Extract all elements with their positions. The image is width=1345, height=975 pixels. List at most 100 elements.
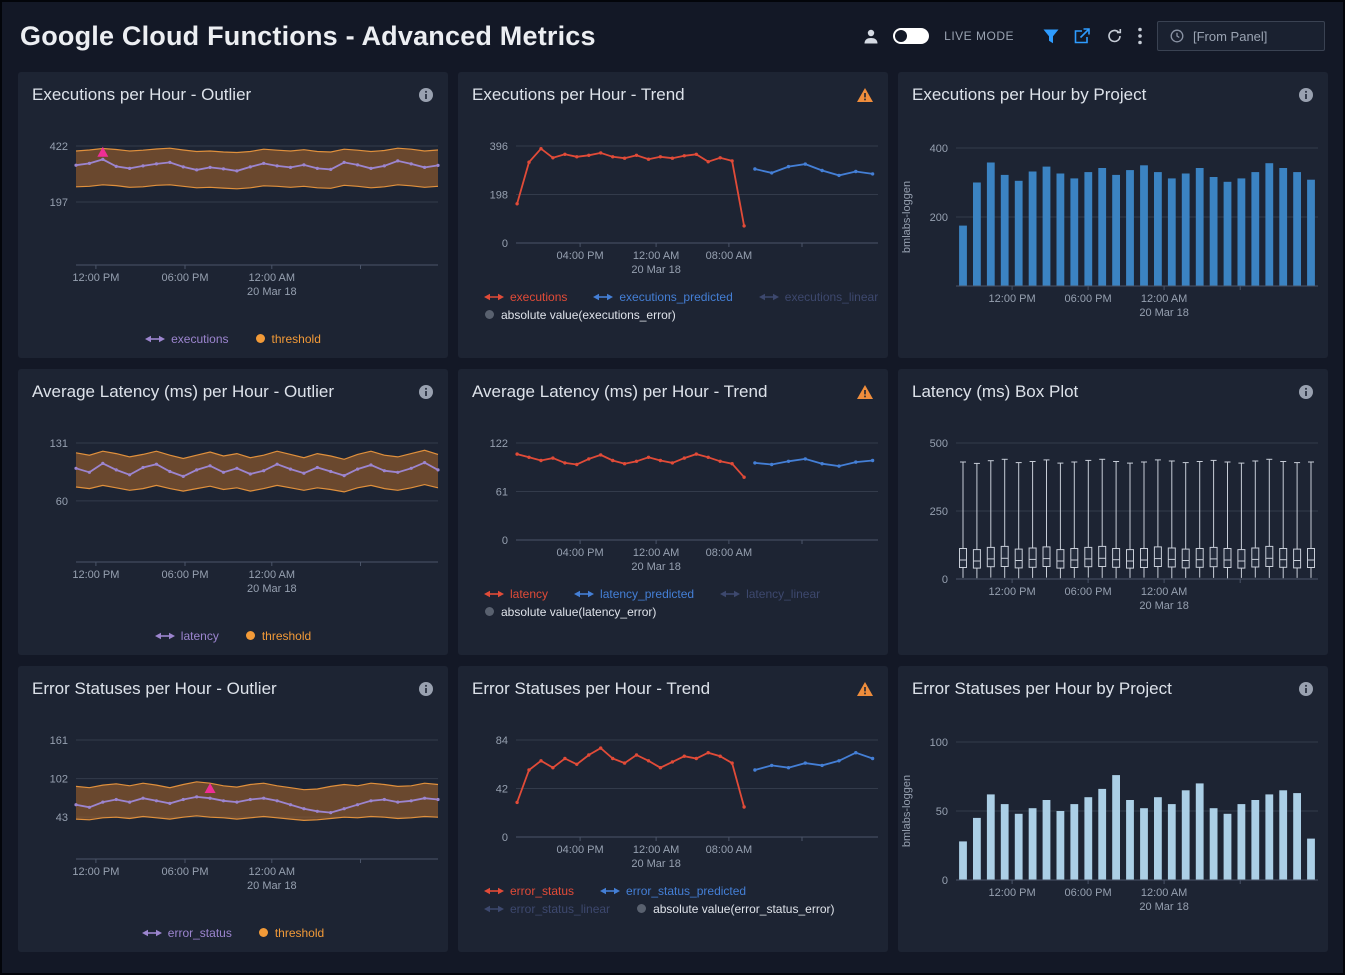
legend-item[interactable]: error_status <box>141 926 232 941</box>
warning-icon[interactable] <box>856 681 874 702</box>
info-icon[interactable] <box>418 681 434 702</box>
legend-item[interactable]: threshold <box>258 926 324 941</box>
svg-text:500: 500 <box>930 438 948 450</box>
legend-item[interactable]: absolute value(latency_error) <box>484 605 656 620</box>
legend-label: threshold <box>261 629 312 643</box>
svg-text:12:00 PM: 12:00 PM <box>989 887 1036 899</box>
legend-item[interactable]: executions_predicted <box>593 290 733 305</box>
legend-item[interactable]: error_status <box>484 884 574 899</box>
svg-text:396: 396 <box>490 141 508 153</box>
legend-item[interactable]: latency <box>484 587 548 602</box>
live-mode-label: LIVE MODE <box>944 29 1014 43</box>
chart-canvas-error-statuses-by-project: 100 50 0 12:00 PM 06:00 PM 12:00 AM 20 Mar 18 b… <box>901 737 1318 913</box>
legend-item[interactable]: error_status_predicted <box>600 884 746 899</box>
legend-label: latency_predicted <box>600 587 695 601</box>
legend-dot-icon <box>245 630 256 644</box>
svg-text:12:00 PM: 12:00 PM <box>72 866 119 878</box>
svg-text:12:00 PM: 12:00 PM <box>989 293 1036 305</box>
user-icon[interactable] <box>864 29 878 44</box>
legend-dot-icon <box>258 927 269 941</box>
legend-item[interactable]: absolute value(error_status_error) <box>636 902 834 917</box>
chart-legend: latency threshold <box>18 629 448 644</box>
panel-title: Error Statuses per Hour by Project <box>912 679 1172 698</box>
chart-canvas-latency-box-plot: 500 250 0 12:00 PM 06:00 PM 12:00 AM 20 Mar 18 <box>930 438 1318 612</box>
toggle-knob <box>895 30 908 42</box>
svg-text:04:00 PM: 04:00 PM <box>557 844 604 856</box>
panel-latency-box-plot: Latency (ms) Box Plot 500 250 0 12:00 PM 06:… <box>898 369 1328 655</box>
live-mode-toggle[interactable] <box>893 28 930 44</box>
chart-canvas-error-statuses-outlier: 161 102 43 12:00 PM 06:00 PM 12:00 AM 20 Mar 1… <box>50 735 440 892</box>
svg-text:400: 400 <box>930 143 948 155</box>
chart-canvas-error-statuses-trend: 84 42 0 04:00 PM 12:00 AM 20 Mar 18 08:00 AM <box>496 735 878 870</box>
legend-label: threshold <box>274 926 325 940</box>
legend-item[interactable]: latency_predicted <box>574 587 694 602</box>
svg-text:0: 0 <box>942 574 948 586</box>
svg-text:102: 102 <box>50 774 68 786</box>
chart-canvas-latency-trend: 122 61 0 04:00 PM 12:00 AM 20 Mar 18 08:00 AM <box>490 438 878 573</box>
panel-title: Average Latency (ms) per Hour - Outlier <box>32 382 335 401</box>
svg-text:42: 42 <box>496 784 508 796</box>
legend-item[interactable]: error_status_linear <box>484 902 610 917</box>
svg-text:12:00 AM: 12:00 AM <box>249 569 295 581</box>
legend-item[interactable]: threshold <box>255 332 321 347</box>
legend-line-icon <box>574 588 595 602</box>
more-menu-icon[interactable] <box>1138 27 1142 45</box>
chart-legend: executions threshold <box>18 332 448 347</box>
legend-line-icon <box>484 885 504 899</box>
legend-line-icon <box>141 927 162 941</box>
legend-label: executions <box>171 332 229 346</box>
time-range-selector[interactable]: [From Panel] <box>1157 21 1325 51</box>
svg-text:06:00 PM: 06:00 PM <box>161 866 208 878</box>
dashboard-title: Google Cloud Functions - Advanced Metric… <box>20 20 596 51</box>
export-icon[interactable] <box>1074 28 1091 44</box>
legend-line-icon <box>484 903 504 917</box>
svg-text:0: 0 <box>502 535 508 547</box>
svg-text:20 Mar 18: 20 Mar 18 <box>1139 307 1189 319</box>
legend-label: error_status <box>510 884 575 898</box>
panel-executions-by-project: Executions per Hour by Project 400 200 12:… <box>898 72 1328 358</box>
svg-text:08:00 AM: 08:00 AM <box>706 250 752 262</box>
dashboard-header: Google Cloud Functions - Advanced Metric… <box>2 2 1343 70</box>
svg-text:131: 131 <box>50 438 68 450</box>
dashboard-grid: Executions per Hour - Outlier 422 197 12:0… <box>2 70 1343 968</box>
info-icon[interactable] <box>1298 87 1314 108</box>
svg-text:0: 0 <box>502 238 508 250</box>
info-icon[interactable] <box>1298 384 1314 405</box>
svg-text:20 Mar 18: 20 Mar 18 <box>247 286 297 298</box>
chart-canvas-executions-trend: 396 198 0 04:00 PM 12:00 AM 20 Mar 18 08:00 AM <box>490 141 878 276</box>
legend-item[interactable]: executions <box>145 332 229 347</box>
svg-text:122: 122 <box>490 438 508 450</box>
svg-text:06:00 PM: 06:00 PM <box>161 569 208 581</box>
filter-icon[interactable] <box>1043 29 1059 44</box>
panel-title: Executions per Hour - Trend <box>472 85 685 104</box>
legend-item[interactable]: latency <box>154 629 219 644</box>
svg-text:200: 200 <box>930 212 948 224</box>
svg-text:12:00 AM: 12:00 AM <box>633 844 679 856</box>
legend-line-icon <box>720 588 741 602</box>
svg-text:197: 197 <box>50 197 68 209</box>
info-icon[interactable] <box>418 384 434 405</box>
legend-label: latency_linear <box>746 587 821 601</box>
svg-text:12:00 AM: 12:00 AM <box>633 547 679 559</box>
legend-line-icon <box>484 588 504 602</box>
legend-item[interactable]: threshold <box>245 629 311 644</box>
legend-label: absolute value(executions_error) <box>501 308 676 322</box>
panel-executions-trend: Executions per Hour - Trend 396 198 0 04:00… <box>458 72 888 358</box>
chart-legend: error_status error_status_predicted error_… <box>458 884 888 917</box>
refresh-icon[interactable] <box>1106 28 1123 44</box>
svg-text:20 Mar 18: 20 Mar 18 <box>1139 901 1189 913</box>
svg-text:06:00 PM: 06:00 PM <box>1065 586 1112 598</box>
info-icon[interactable] <box>1298 681 1314 702</box>
legend-item[interactable]: latency_linear <box>720 587 820 602</box>
legend-item[interactable]: absolute value(executions_error) <box>484 308 676 323</box>
legend-item[interactable]: executions <box>484 290 567 305</box>
info-icon[interactable] <box>418 87 434 108</box>
legend-label: absolute value(error_status_error) <box>653 902 835 916</box>
legend-item[interactable]: executions_linear <box>758 290 878 305</box>
warning-icon[interactable] <box>856 87 874 108</box>
svg-text:12:00 AM: 12:00 AM <box>1141 293 1187 305</box>
warning-icon[interactable] <box>856 384 874 405</box>
panel-error-statuses-by-project: Error Statuses per Hour by Project 100 50… <box>898 666 1328 952</box>
panel-title: Error Statuses per Hour - Trend <box>472 679 711 698</box>
svg-text:04:00 PM: 04:00 PM <box>557 250 604 262</box>
